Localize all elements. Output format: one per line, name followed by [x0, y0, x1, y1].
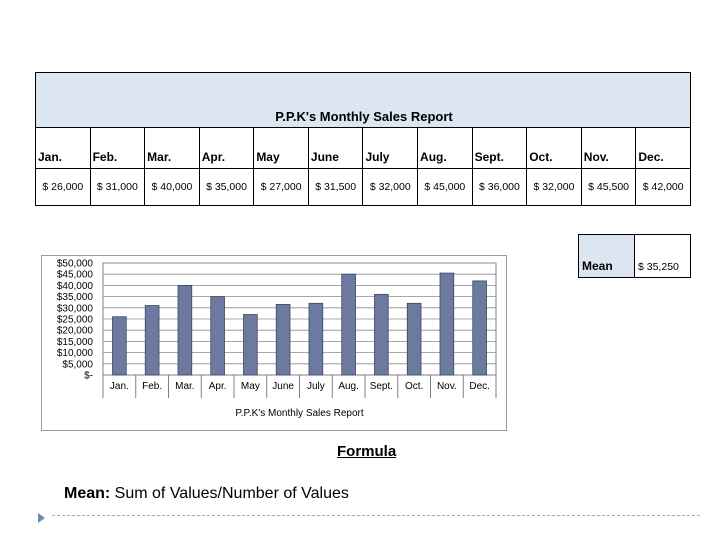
- y-tick-label: $35,000: [57, 292, 94, 303]
- month-cell: Sept.: [471, 127, 528, 169]
- x-tick-label: Sept.: [370, 381, 393, 392]
- mean-table: Mean $ 35,250: [578, 234, 691, 278]
- x-axis-label: P.P.K's Monthly Sales Report: [235, 408, 363, 419]
- sales-bar-chart: $- $5,000 $10,000 $15,000 $20,000 $25,000 $30,…: [41, 255, 507, 431]
- month-cell: Feb.: [89, 127, 146, 169]
- month-cell: Jan.: [35, 127, 91, 169]
- mean-formula-text: Sum of Values/Number of Values: [110, 485, 349, 502]
- slide-arrow-icon: [38, 513, 45, 523]
- x-tick-label: Apr.: [209, 381, 227, 392]
- formula-heading: Formula: [337, 443, 397, 460]
- footer-divider: [52, 515, 700, 516]
- y-tick-label: $45,000: [57, 270, 94, 281]
- sales-value-row: $ 26,000 $ 31,000 $ 40,000 $ 35,000 $ 27…: [35, 168, 691, 206]
- y-tick-label: $5,000: [62, 359, 93, 370]
- month-cell: July: [362, 127, 419, 169]
- month-cell: Aug.: [417, 127, 473, 169]
- mean-label: Mean: [578, 234, 635, 278]
- month-cell: Mar.: [144, 127, 200, 169]
- x-tick-label: Jan.: [110, 381, 129, 392]
- bar: [177, 284, 193, 376]
- y-tick-label: $25,000: [57, 315, 94, 326]
- value-cell: $ 31,000: [89, 168, 146, 206]
- y-tick-label: $40,000: [57, 281, 94, 292]
- sales-report-table: P.P.K's Monthly Sales Report Jan. Feb. M…: [35, 72, 691, 206]
- chart-canvas: $-$5,000$10,000$15,000$20,000$25,000$30,…: [57, 259, 497, 419]
- x-tick-label: Aug.: [338, 381, 359, 392]
- value-cell: $ 45,500: [580, 168, 637, 206]
- value-cell: $ 32,000: [526, 168, 582, 206]
- x-tick-label: Feb.: [142, 381, 162, 392]
- mean-formula-label: Mean:: [64, 485, 111, 502]
- mean-formula: Mean: Sum of Values/Number of Values: [64, 485, 349, 503]
- month-cell: May: [253, 127, 309, 169]
- bar: [406, 302, 422, 376]
- month-cell: Apr.: [198, 127, 255, 169]
- value-cell: $ 42,000: [635, 168, 691, 206]
- bar: [144, 305, 160, 376]
- bar: [439, 272, 455, 376]
- bar: [472, 280, 487, 376]
- month-cell: Nov.: [580, 127, 637, 169]
- x-tick-label: Oct.: [405, 381, 423, 392]
- y-tick-label: $30,000: [57, 303, 94, 314]
- month-cell: June: [307, 127, 364, 169]
- value-cell: $ 45,000: [417, 168, 473, 206]
- bar: [243, 314, 258, 376]
- value-cell: $ 32,000: [362, 168, 419, 206]
- bar: [210, 296, 225, 376]
- y-tick-label: $-: [84, 371, 93, 382]
- y-tick-label: $10,000: [57, 348, 94, 359]
- y-tick-label: $50,000: [57, 259, 94, 270]
- x-tick-label: June: [272, 381, 294, 392]
- value-cell: $ 40,000: [144, 168, 200, 206]
- x-tick-label: July: [307, 381, 325, 392]
- mean-value: $ 35,250: [634, 234, 691, 278]
- bar: [341, 273, 356, 376]
- month-cell: Dec.: [635, 127, 691, 169]
- bar: [275, 304, 291, 376]
- report-title: P.P.K's Monthly Sales Report: [35, 72, 691, 128]
- value-cell: $ 36,000: [471, 168, 528, 206]
- value-cell: $ 31,500: [307, 168, 364, 206]
- y-tick-label: $20,000: [57, 326, 94, 337]
- x-tick-label: Dec.: [469, 381, 490, 392]
- bar: [374, 293, 389, 376]
- x-tick-label: Mar.: [175, 381, 194, 392]
- y-tick-label: $15,000: [57, 337, 94, 348]
- month-cell: Oct.: [526, 127, 582, 169]
- value-cell: $ 27,000: [253, 168, 309, 206]
- value-cell: $ 35,000: [198, 168, 255, 206]
- x-tick-label: Nov.: [437, 381, 457, 392]
- value-cell: $ 26,000: [35, 168, 91, 206]
- x-tick-label: May: [241, 381, 260, 392]
- bar: [112, 316, 127, 376]
- month-header-row: Jan. Feb. Mar. Apr. May June July Aug. S…: [35, 127, 691, 169]
- bar: [308, 302, 324, 376]
